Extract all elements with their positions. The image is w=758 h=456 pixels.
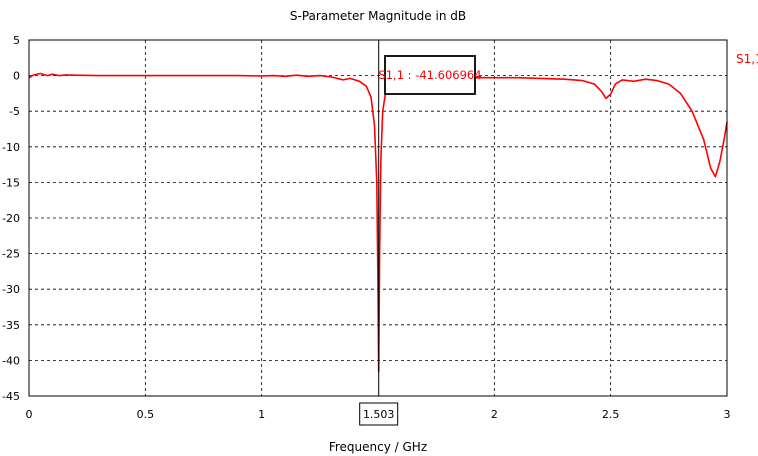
y-tick-label: -15 xyxy=(2,176,20,189)
marker-x-value-box xyxy=(359,402,399,426)
marker-x-value-label: 1.503 xyxy=(363,408,395,421)
y-tick-label: -30 xyxy=(2,283,20,296)
x-axis-label: Frequency / GHz xyxy=(329,440,427,454)
x-tick-label: 0 xyxy=(26,408,33,421)
marker-layer: S1,1 : -41.606964 1.503 xyxy=(359,40,482,426)
y-tick-label: -25 xyxy=(2,248,20,261)
series-layer xyxy=(28,72,728,373)
y-tick-label: -45 xyxy=(2,390,20,403)
y-tick-label: -10 xyxy=(2,141,20,154)
x-tick-label: 1 xyxy=(258,408,265,421)
y-tick-label: 5 xyxy=(13,34,20,47)
y-tick-labels: 5 0 -5 -10 -15 -20 -25 -30 -35 -40 -45 xyxy=(2,34,20,403)
series-line-s11 xyxy=(28,72,728,373)
plot-frame xyxy=(28,39,728,397)
x-tick-labels: 0 0.5 1 2 2.5 3 xyxy=(26,408,731,421)
y-tick-label: -35 xyxy=(2,319,20,332)
marker-readout-box xyxy=(384,55,476,95)
x-tick-label: 2.5 xyxy=(602,408,620,421)
chart-title: S-Parameter Magnitude in dB xyxy=(290,9,466,23)
x-tick-label: 0.5 xyxy=(137,408,155,421)
y-tick-label: 0 xyxy=(13,70,20,83)
legend-entry-s11: S1,1 xyxy=(736,52,758,66)
y-tick-label: -20 xyxy=(2,212,20,225)
y-tick-label: -5 xyxy=(9,105,20,118)
marker-readout-text: S1,1 : -41.606964 xyxy=(378,68,481,82)
x-tick-label: 2 xyxy=(491,408,498,421)
x-tick-label: 3 xyxy=(724,408,731,421)
y-tick-label: -40 xyxy=(2,354,20,367)
